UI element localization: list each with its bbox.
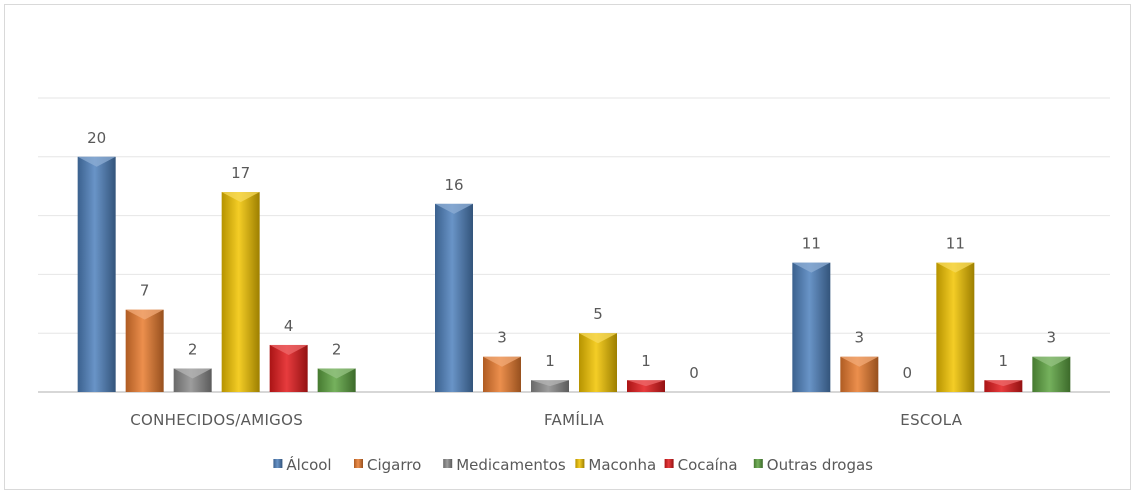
data-label-familia-alcool: 16 xyxy=(444,176,463,194)
bar-bevel-conhecidos-amigos-medicamentos xyxy=(173,368,212,379)
bar-bevel-escola-maconha xyxy=(936,262,975,273)
legend-label-medicamentos: Medicamentos xyxy=(456,456,566,474)
legend-label-maconha: Maconha xyxy=(588,456,656,474)
bar-bevel-escola-cigarro xyxy=(840,356,879,367)
legend-label-cocaina: Cocaína xyxy=(678,456,738,474)
data-label-escola-maconha: 11 xyxy=(946,235,965,253)
legend-label-alcool: Álcool xyxy=(286,455,331,474)
legend: Álcool Cigarro Medicamentos Maconha Cocaína O… xyxy=(273,455,873,474)
bar-bevel-familia-medicamentos xyxy=(531,380,569,387)
data-label-escola-cigarro: 3 xyxy=(855,329,865,347)
bar-bevel-escola-cocaina xyxy=(984,380,1023,387)
bar-bevel-familia-cocaina xyxy=(627,380,665,387)
bar-bevel-familia-cigarro xyxy=(483,356,521,367)
bar-bevel-familia-maconha xyxy=(579,333,617,344)
legend-label-outras-drogas: Outras drogas xyxy=(767,456,873,474)
bar-bevel-escola-alcool xyxy=(792,262,831,273)
bar-conhecidos-amigos-outras-drogas xyxy=(317,368,356,392)
data-label-escola-cocaina: 1 xyxy=(999,352,1009,370)
bar-bevel-conhecidos-amigos-cocaina xyxy=(269,344,308,355)
legend-label-cigarro: Cigarro xyxy=(367,456,421,474)
bars xyxy=(77,156,1071,392)
legend-swatch-outras-drogas xyxy=(753,459,763,468)
legend-swatch-cigarro xyxy=(354,459,363,468)
bar-bevel-escola-outras-drogas xyxy=(1032,356,1071,367)
data-label-escola-outras-drogas: 3 xyxy=(1047,329,1057,347)
category-label-familia: FAMÍLIA xyxy=(544,410,604,429)
bar-conhecidos-amigos-alcool xyxy=(77,156,116,392)
category-label-conhecidos-amigos: CONHECIDOS/AMIGOS xyxy=(130,411,303,429)
legend-swatch-medicamentos xyxy=(443,459,453,468)
gridlines xyxy=(38,97,1110,393)
legend-swatch-maconha xyxy=(575,459,585,468)
data-label-conhecidos-amigos-cocaina: 4 xyxy=(284,317,294,335)
chart-frame xyxy=(4,4,1131,490)
bar-bevel-familia-alcool xyxy=(435,203,473,214)
data-label-familia-cigarro: 3 xyxy=(497,329,507,347)
data-label-familia-maconha: 5 xyxy=(593,305,603,323)
data-label-conhecidos-amigos-maconha: 17 xyxy=(231,164,250,182)
bar-bevel-conhecidos-amigos-maconha xyxy=(221,192,260,203)
bar-escola-maconha xyxy=(936,262,975,392)
legend-swatch-cocaina xyxy=(664,459,674,468)
bar-conhecidos-amigos-maconha xyxy=(221,192,260,392)
data-label-conhecidos-amigos-outras-drogas: 2 xyxy=(332,340,342,358)
data-label-escola-medicamentos: 0 xyxy=(903,364,913,382)
bar-familia-alcool xyxy=(435,203,473,392)
bar-conhecidos-amigos-cigarro xyxy=(125,309,164,392)
data-label-conhecidos-amigos-medicamentos: 2 xyxy=(188,340,198,358)
data-label-familia-outras-drogas: 0 xyxy=(689,364,699,382)
data-label-escola-alcool: 11 xyxy=(802,235,821,253)
legend-swatch-alcool xyxy=(273,459,283,468)
bar-bevel-conhecidos-amigos-alcool xyxy=(77,156,116,167)
data-label-conhecidos-amigos-alcool: 20 xyxy=(87,129,106,147)
bar-escola-alcool xyxy=(792,262,831,392)
data-label-familia-medicamentos: 1 xyxy=(545,352,555,370)
bar-bevel-conhecidos-amigos-cigarro xyxy=(125,309,164,320)
category-labels: CONHECIDOS/AMIGOS FAMÍLIA ESCOLA xyxy=(130,410,962,429)
bar-conhecidos-amigos-medicamentos xyxy=(173,368,212,392)
category-label-escola: ESCOLA xyxy=(900,411,962,429)
bar-bevel-conhecidos-amigos-outras-drogas xyxy=(317,368,356,379)
data-label-familia-cocaina: 1 xyxy=(641,352,651,370)
data-label-conhecidos-amigos-cigarro: 7 xyxy=(140,282,150,300)
